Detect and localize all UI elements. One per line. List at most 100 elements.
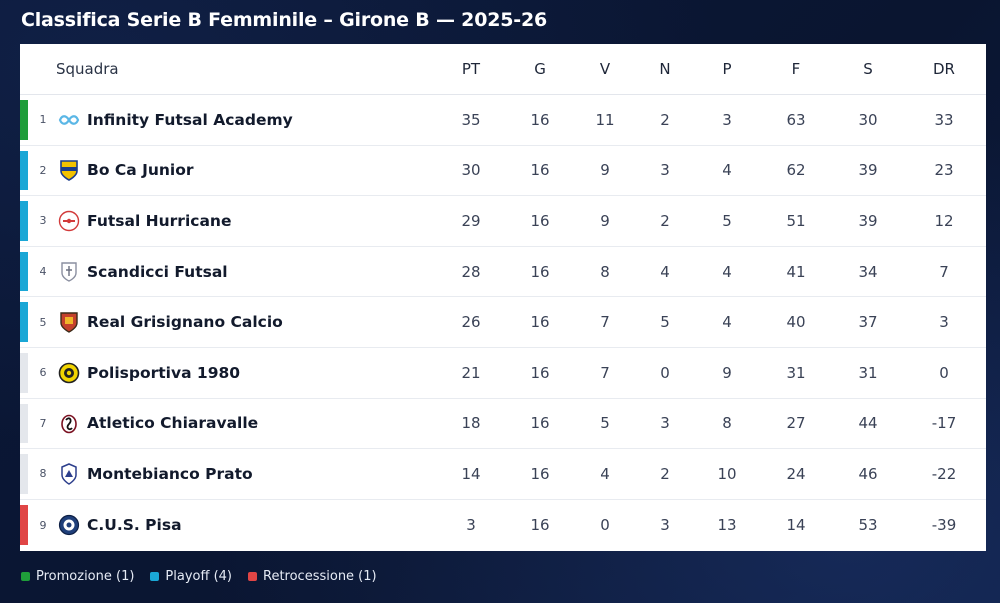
team-name[interactable]: Atletico Chiaravalle: [87, 414, 259, 433]
team-name[interactable]: Montebianco Prato: [87, 464, 253, 483]
legend-label: Playoff (4): [165, 569, 232, 584]
row-position: 5: [39, 315, 47, 329]
stat-p: 13: [717, 516, 737, 535]
header-n[interactable]: N: [659, 60, 671, 78]
header-g[interactable]: G: [534, 60, 546, 78]
stat-n: 2: [660, 464, 670, 483]
stat-dr: 23: [934, 161, 954, 180]
stat-f: 27: [786, 414, 806, 433]
stat-n: 3: [660, 161, 670, 180]
table-row[interactable]: 7 Atletico Chiaravalle 18 16 5 3 8 27 44 -17: [20, 399, 986, 450]
stat-n: 5: [660, 313, 670, 332]
stat-n: 3: [660, 516, 670, 535]
stat-pt: 35: [461, 110, 481, 129]
stat-p: 8: [722, 414, 732, 433]
stat-s: 39: [858, 211, 878, 230]
stat-s: 37: [858, 313, 878, 332]
header-dr[interactable]: DR: [933, 60, 955, 78]
stat-v: 8: [600, 262, 610, 281]
row-position: 8: [39, 467, 47, 481]
row-position: 7: [39, 416, 47, 430]
stat-p: 4: [722, 313, 732, 332]
stat-p: 5: [722, 211, 732, 230]
row-position: 1: [39, 113, 47, 127]
header-p[interactable]: P: [722, 60, 732, 78]
stat-n: 3: [660, 414, 670, 433]
grisignano-crest-icon: [58, 311, 80, 333]
team-name[interactable]: Infinity Futsal Academy: [87, 110, 293, 129]
stat-pt: 18: [461, 414, 481, 433]
row-position: 9: [39, 518, 47, 532]
header-s[interactable]: S: [863, 60, 873, 78]
stat-dr: 3: [939, 313, 949, 332]
page-title: Classifica Serie B Femminile – Girone B …: [21, 9, 547, 31]
stat-s: 39: [858, 161, 878, 180]
stat-v: 7: [600, 313, 610, 332]
team-name[interactable]: Polisportiva 1980: [87, 363, 241, 382]
stat-v: 5: [600, 414, 610, 433]
header-pt[interactable]: PT: [461, 60, 481, 78]
stat-s: 44: [858, 414, 878, 433]
table-row[interactable]: 5 Real Grisignano Calcio 26 16 7 5 4 40 37 3: [20, 297, 986, 348]
row-position: 3: [39, 214, 47, 228]
stat-v: 9: [600, 161, 610, 180]
legend-swatch: [21, 572, 30, 581]
stat-g: 16: [530, 262, 550, 281]
legend-item-promozione: Promozione (1): [21, 569, 134, 584]
header-v[interactable]: V: [599, 60, 611, 78]
zone-indicator: [20, 251, 28, 292]
stat-dr: -39: [931, 516, 957, 535]
zone-indicator: [20, 302, 28, 342]
table-row[interactable]: 4 Scandicci Futsal 28 16 8 4 4 41 34 7: [20, 247, 986, 298]
team-name[interactable]: Futsal Hurricane: [87, 211, 232, 230]
stat-p: 3: [722, 110, 732, 129]
team-name[interactable]: Bo Ca Junior: [87, 161, 194, 180]
zone-indicator: [20, 150, 28, 191]
table-row[interactable]: 9 C.U.S. Pisa 3 16 0 3 13 14 53 -39: [20, 500, 986, 551]
stat-f: 62: [786, 161, 806, 180]
stat-n: 2: [660, 211, 670, 230]
stat-v: 4: [600, 464, 610, 483]
table-row[interactable]: 6 Polisportiva 1980 21 16 7 0 9 31 31 0: [20, 348, 986, 399]
stat-dr: 0: [939, 363, 949, 382]
stat-f: 41: [786, 262, 806, 281]
stat-pt: 3: [466, 516, 476, 535]
stat-g: 16: [530, 211, 550, 230]
stat-f: 40: [786, 313, 806, 332]
stat-f: 31: [786, 363, 806, 382]
stat-f: 14: [786, 516, 806, 535]
stat-p: 4: [722, 262, 732, 281]
stat-n: 0: [660, 363, 670, 382]
zone-legend: Promozione (1) Playoff (4) Retrocessione (…: [21, 569, 377, 584]
stat-s: 53: [858, 516, 878, 535]
bocajunior-crest-icon: [58, 159, 80, 182]
table-body: 1 Infinity Futsal Academy 35 16 11 2 3 63 30 33 2 B…: [20, 95, 986, 550]
stat-p: 10: [717, 464, 737, 483]
row-position: 4: [39, 265, 47, 279]
stat-v: 7: [600, 363, 610, 382]
stat-f: 24: [786, 464, 806, 483]
team-name[interactable]: C.U.S. Pisa: [87, 516, 182, 535]
table-row[interactable]: 3 Futsal Hurricane 29 16 9 2 5 51 39 12: [20, 196, 986, 247]
legend-item-playoff: Playoff (4): [150, 569, 232, 584]
legend-label: Promozione (1): [36, 569, 135, 584]
hurricane-logo-icon: [58, 210, 80, 232]
zone-indicator: [20, 403, 28, 444]
stat-dr: 7: [939, 262, 949, 281]
stat-f: 51: [786, 211, 806, 230]
table-row[interactable]: 2 Bo Ca Junior 30 16 9 3 4 62 39 23: [20, 146, 986, 197]
stat-s: 31: [858, 363, 878, 382]
stat-f: 63: [786, 110, 806, 129]
stat-pt: 26: [461, 313, 481, 332]
table-row[interactable]: 8 Montebianco Prato 14 16 4 2 10 24 46 -22: [20, 449, 986, 500]
team-name[interactable]: Scandicci Futsal: [87, 262, 228, 281]
header-f[interactable]: F: [791, 60, 801, 78]
montebianco-crest-icon: [58, 463, 80, 485]
stat-g: 16: [530, 464, 550, 483]
zone-indicator: [20, 352, 28, 393]
team-name[interactable]: Real Grisignano Calcio: [87, 313, 283, 332]
header-squadra[interactable]: Squadra: [56, 60, 119, 78]
table-row[interactable]: 1 Infinity Futsal Academy 35 16 11 2 3 63 30 33: [20, 95, 986, 146]
stat-g: 16: [530, 516, 550, 535]
legend-item-retrocessione: Retrocessione (1): [248, 569, 377, 584]
